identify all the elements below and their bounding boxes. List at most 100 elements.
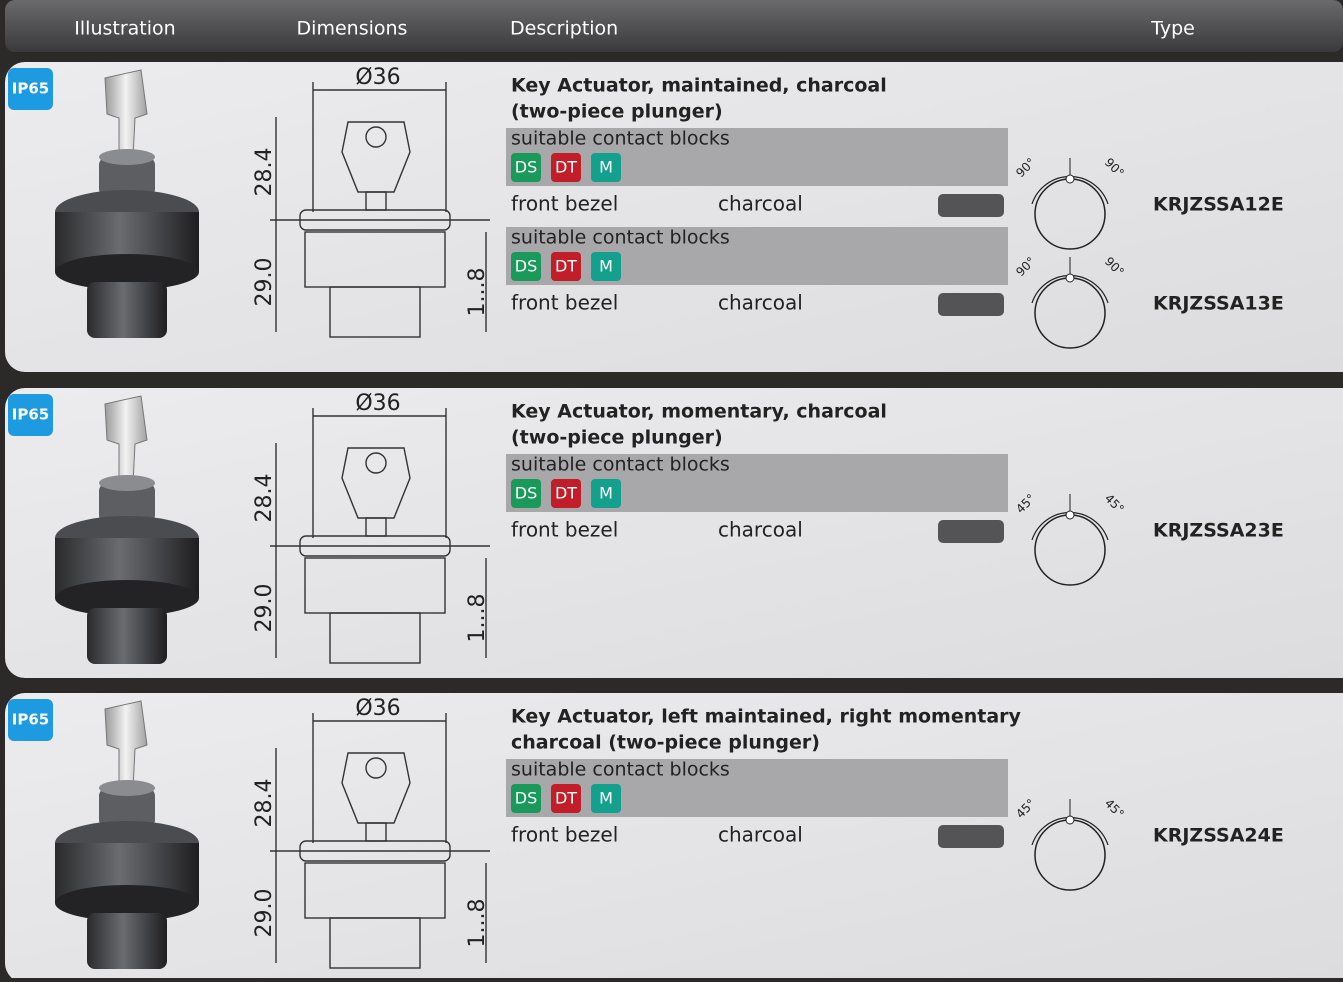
contact-label: suitable contact blocks [511, 128, 730, 150]
key-hole [365, 757, 387, 779]
ip-badge [8, 699, 53, 741]
knob-thread [87, 282, 167, 338]
switch-point [1065, 510, 1075, 520]
type-code: KRJZSSA23E [1153, 520, 1284, 542]
switch-point [1065, 174, 1075, 184]
color-swatch [938, 825, 1004, 848]
dim-lower: 29.0 [252, 258, 277, 307]
lock-cylinder [99, 157, 155, 197]
contact-badge [511, 784, 541, 813]
contact-badge-text: DT [555, 789, 577, 808]
contact-badge-text: DS [515, 158, 537, 177]
color-label: charcoal [718, 192, 803, 216]
contact-badge [551, 252, 581, 281]
ip-badge-text: IP65 [12, 711, 49, 729]
card-background [5, 62, 1343, 372]
dim-diameter: Ø36 [355, 696, 400, 721]
color-swatch [938, 293, 1004, 316]
ip-badge-text: IP65 [12, 406, 49, 424]
knob-bottom [55, 885, 199, 921]
card-background [5, 388, 1343, 678]
part-label: front bezel [511, 192, 618, 216]
contact-band [506, 128, 1008, 186]
key-hole [365, 452, 387, 474]
product-title: Key Actuator, left maintained, right mom… [511, 706, 1022, 728]
dim-upper: 28.4 [252, 779, 277, 828]
contact-badge [591, 153, 621, 182]
dim-lower: 29.0 [252, 889, 277, 938]
color-label: charcoal [718, 518, 803, 542]
contact-badge-text: DT [555, 257, 577, 276]
cylinder-top [99, 475, 155, 491]
switch-point [1065, 273, 1075, 283]
cylinder-top [99, 149, 155, 165]
bezel [299, 840, 451, 862]
dim-travel: 1...8 [465, 268, 490, 317]
key-outline [341, 447, 411, 519]
contact-block [329, 612, 421, 664]
contact-badge [551, 479, 581, 508]
contact-label: suitable contact blocks [511, 454, 730, 476]
contact-block [329, 286, 421, 338]
column-header: Description [510, 18, 618, 40]
cylinder-top [99, 780, 155, 796]
dim-lower: 29.0 [252, 584, 277, 633]
type-code: KRJZSSA13E [1153, 293, 1284, 315]
dim-upper: 28.4 [252, 474, 277, 523]
product-card: IP65 Ø36 28.4 29.0 1...8 Key Actuator, moment… [5, 388, 1343, 678]
contact-band [506, 454, 1008, 512]
card-background [5, 693, 1343, 982]
contact-badge [551, 153, 581, 182]
column-header: Dimensions [297, 18, 408, 40]
contact-badge-text: DT [555, 484, 577, 503]
product-title: charcoal (two-piece plunger) [511, 732, 820, 754]
key-outline [341, 121, 411, 193]
contact-band [506, 227, 1008, 285]
switch-point [1065, 815, 1075, 825]
contact-badge [591, 479, 621, 508]
dim-travel: 1...8 [465, 594, 490, 643]
contact-badge [511, 252, 541, 281]
contact-band [506, 759, 1008, 817]
column-header: Illustration [74, 18, 175, 40]
contact-badge [511, 479, 541, 508]
knob-bottom [55, 580, 199, 616]
contact-badge-text: M [599, 257, 613, 276]
bezel [299, 209, 451, 231]
product-title: (two-piece plunger) [511, 427, 723, 449]
dim-travel: 1...8 [465, 899, 490, 948]
part-label: front bezel [511, 291, 618, 315]
contact-block [329, 917, 421, 969]
dim-diameter: Ø36 [355, 65, 400, 90]
ip-badge [8, 394, 53, 436]
dim-upper: 28.4 [252, 148, 277, 197]
part-label: front bezel [511, 823, 618, 847]
header-bar [5, 0, 1343, 52]
product-title: Key Actuator, maintained, charcoal [511, 75, 887, 97]
contact-badge-text: M [599, 484, 613, 503]
contact-badge [551, 784, 581, 813]
contact-badge-text: DS [515, 257, 537, 276]
lock-cylinder [99, 483, 155, 523]
contact-badge-text: DS [515, 484, 537, 503]
knob-thread [87, 608, 167, 664]
product-card: IP65 Ø36 28.4 29.0 1...8 Key Actuator, mainta… [5, 62, 1343, 372]
product-title: (two-piece plunger) [511, 101, 723, 123]
type-code: KRJZSSA24E [1153, 825, 1284, 847]
ip-badge-text: IP65 [12, 80, 49, 98]
lock-cylinder [99, 788, 155, 828]
product-card: IP65 Ø36 28.4 29.0 1...8 Key Actuator, left m… [5, 693, 1343, 982]
key-hole [365, 126, 387, 148]
contact-badge [591, 784, 621, 813]
contact-badge-text: M [599, 158, 613, 177]
contact-badge [591, 252, 621, 281]
bezel [299, 535, 451, 557]
color-swatch [938, 520, 1004, 543]
knob-thread [87, 913, 167, 969]
column-header: Type [1150, 18, 1195, 40]
part-label: front bezel [511, 518, 618, 542]
color-swatch [938, 194, 1004, 217]
knob-bottom [55, 254, 199, 290]
